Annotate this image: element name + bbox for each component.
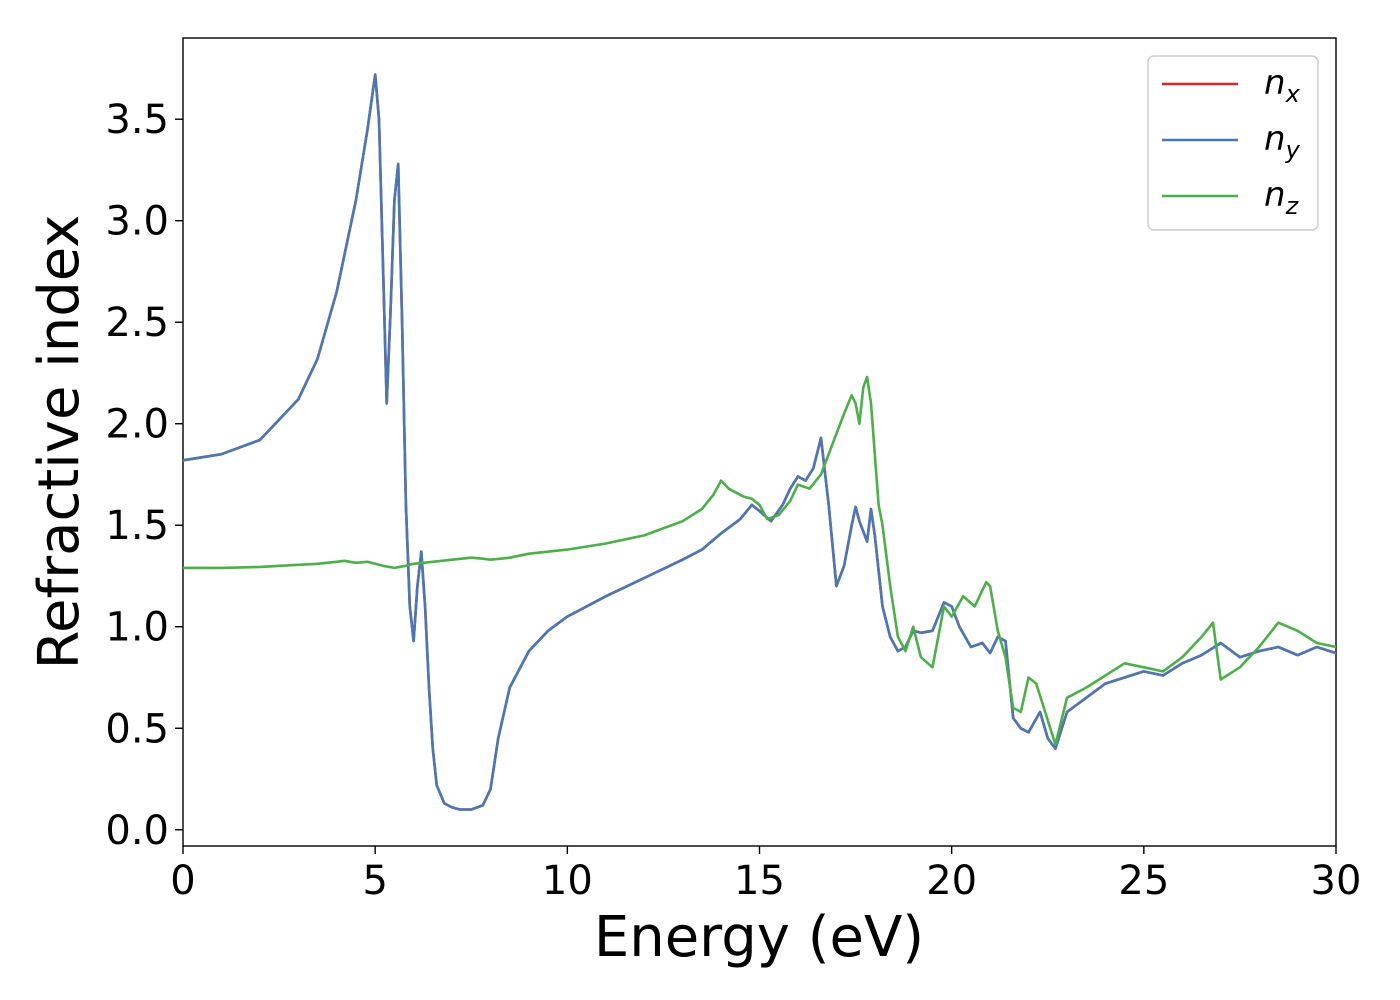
legend-label-subscript: y bbox=[1285, 136, 1301, 164]
x-tick-label: 0 bbox=[170, 858, 195, 904]
series-line-ny bbox=[183, 73, 1336, 811]
legend-label-ny: ny bbox=[1264, 119, 1301, 164]
y-tick-label: 0.5 bbox=[105, 706, 169, 752]
x-tick-label: 5 bbox=[362, 858, 387, 904]
y-tick-label: 2.5 bbox=[105, 300, 169, 346]
y-axis-title: Refractive index bbox=[27, 215, 92, 670]
x-tick-label: 10 bbox=[542, 858, 593, 904]
legend-box bbox=[1147, 55, 1319, 231]
y-axis-ticks: 0.0 0.5 1.0 1.5 2.0 2.5 3.0 3.5 bbox=[105, 97, 183, 854]
legend-label-nx: nx bbox=[1264, 63, 1301, 108]
y-tick-label: 2.0 bbox=[105, 402, 169, 448]
legend-label-main: n bbox=[1264, 175, 1286, 215]
y-tick-label: 0.0 bbox=[105, 808, 169, 854]
x-tick-label: 30 bbox=[1311, 858, 1362, 904]
x-tick-label: 25 bbox=[1118, 858, 1169, 904]
x-tick-label: 20 bbox=[926, 858, 977, 904]
legend-label-main: n bbox=[1264, 119, 1286, 159]
y-tick-label: 3.5 bbox=[105, 97, 169, 143]
x-axis-title: Energy (eV) bbox=[594, 905, 924, 970]
y-tick-label: 1.0 bbox=[105, 605, 169, 651]
y-tick-label: 1.5 bbox=[105, 503, 169, 549]
legend-label-nz: nz bbox=[1264, 175, 1300, 220]
y-tick-label: 3.0 bbox=[105, 199, 169, 245]
legend-label-main: n bbox=[1264, 63, 1286, 103]
x-axis-ticks: 0 5 10 15 20 25 30 bbox=[170, 846, 1361, 904]
x-tick-label: 15 bbox=[734, 858, 785, 904]
series-line-nz bbox=[183, 375, 1336, 746]
legend-label-subscript: x bbox=[1285, 80, 1301, 108]
legend-label-subscript: z bbox=[1285, 192, 1300, 220]
series-lines bbox=[183, 73, 1336, 811]
